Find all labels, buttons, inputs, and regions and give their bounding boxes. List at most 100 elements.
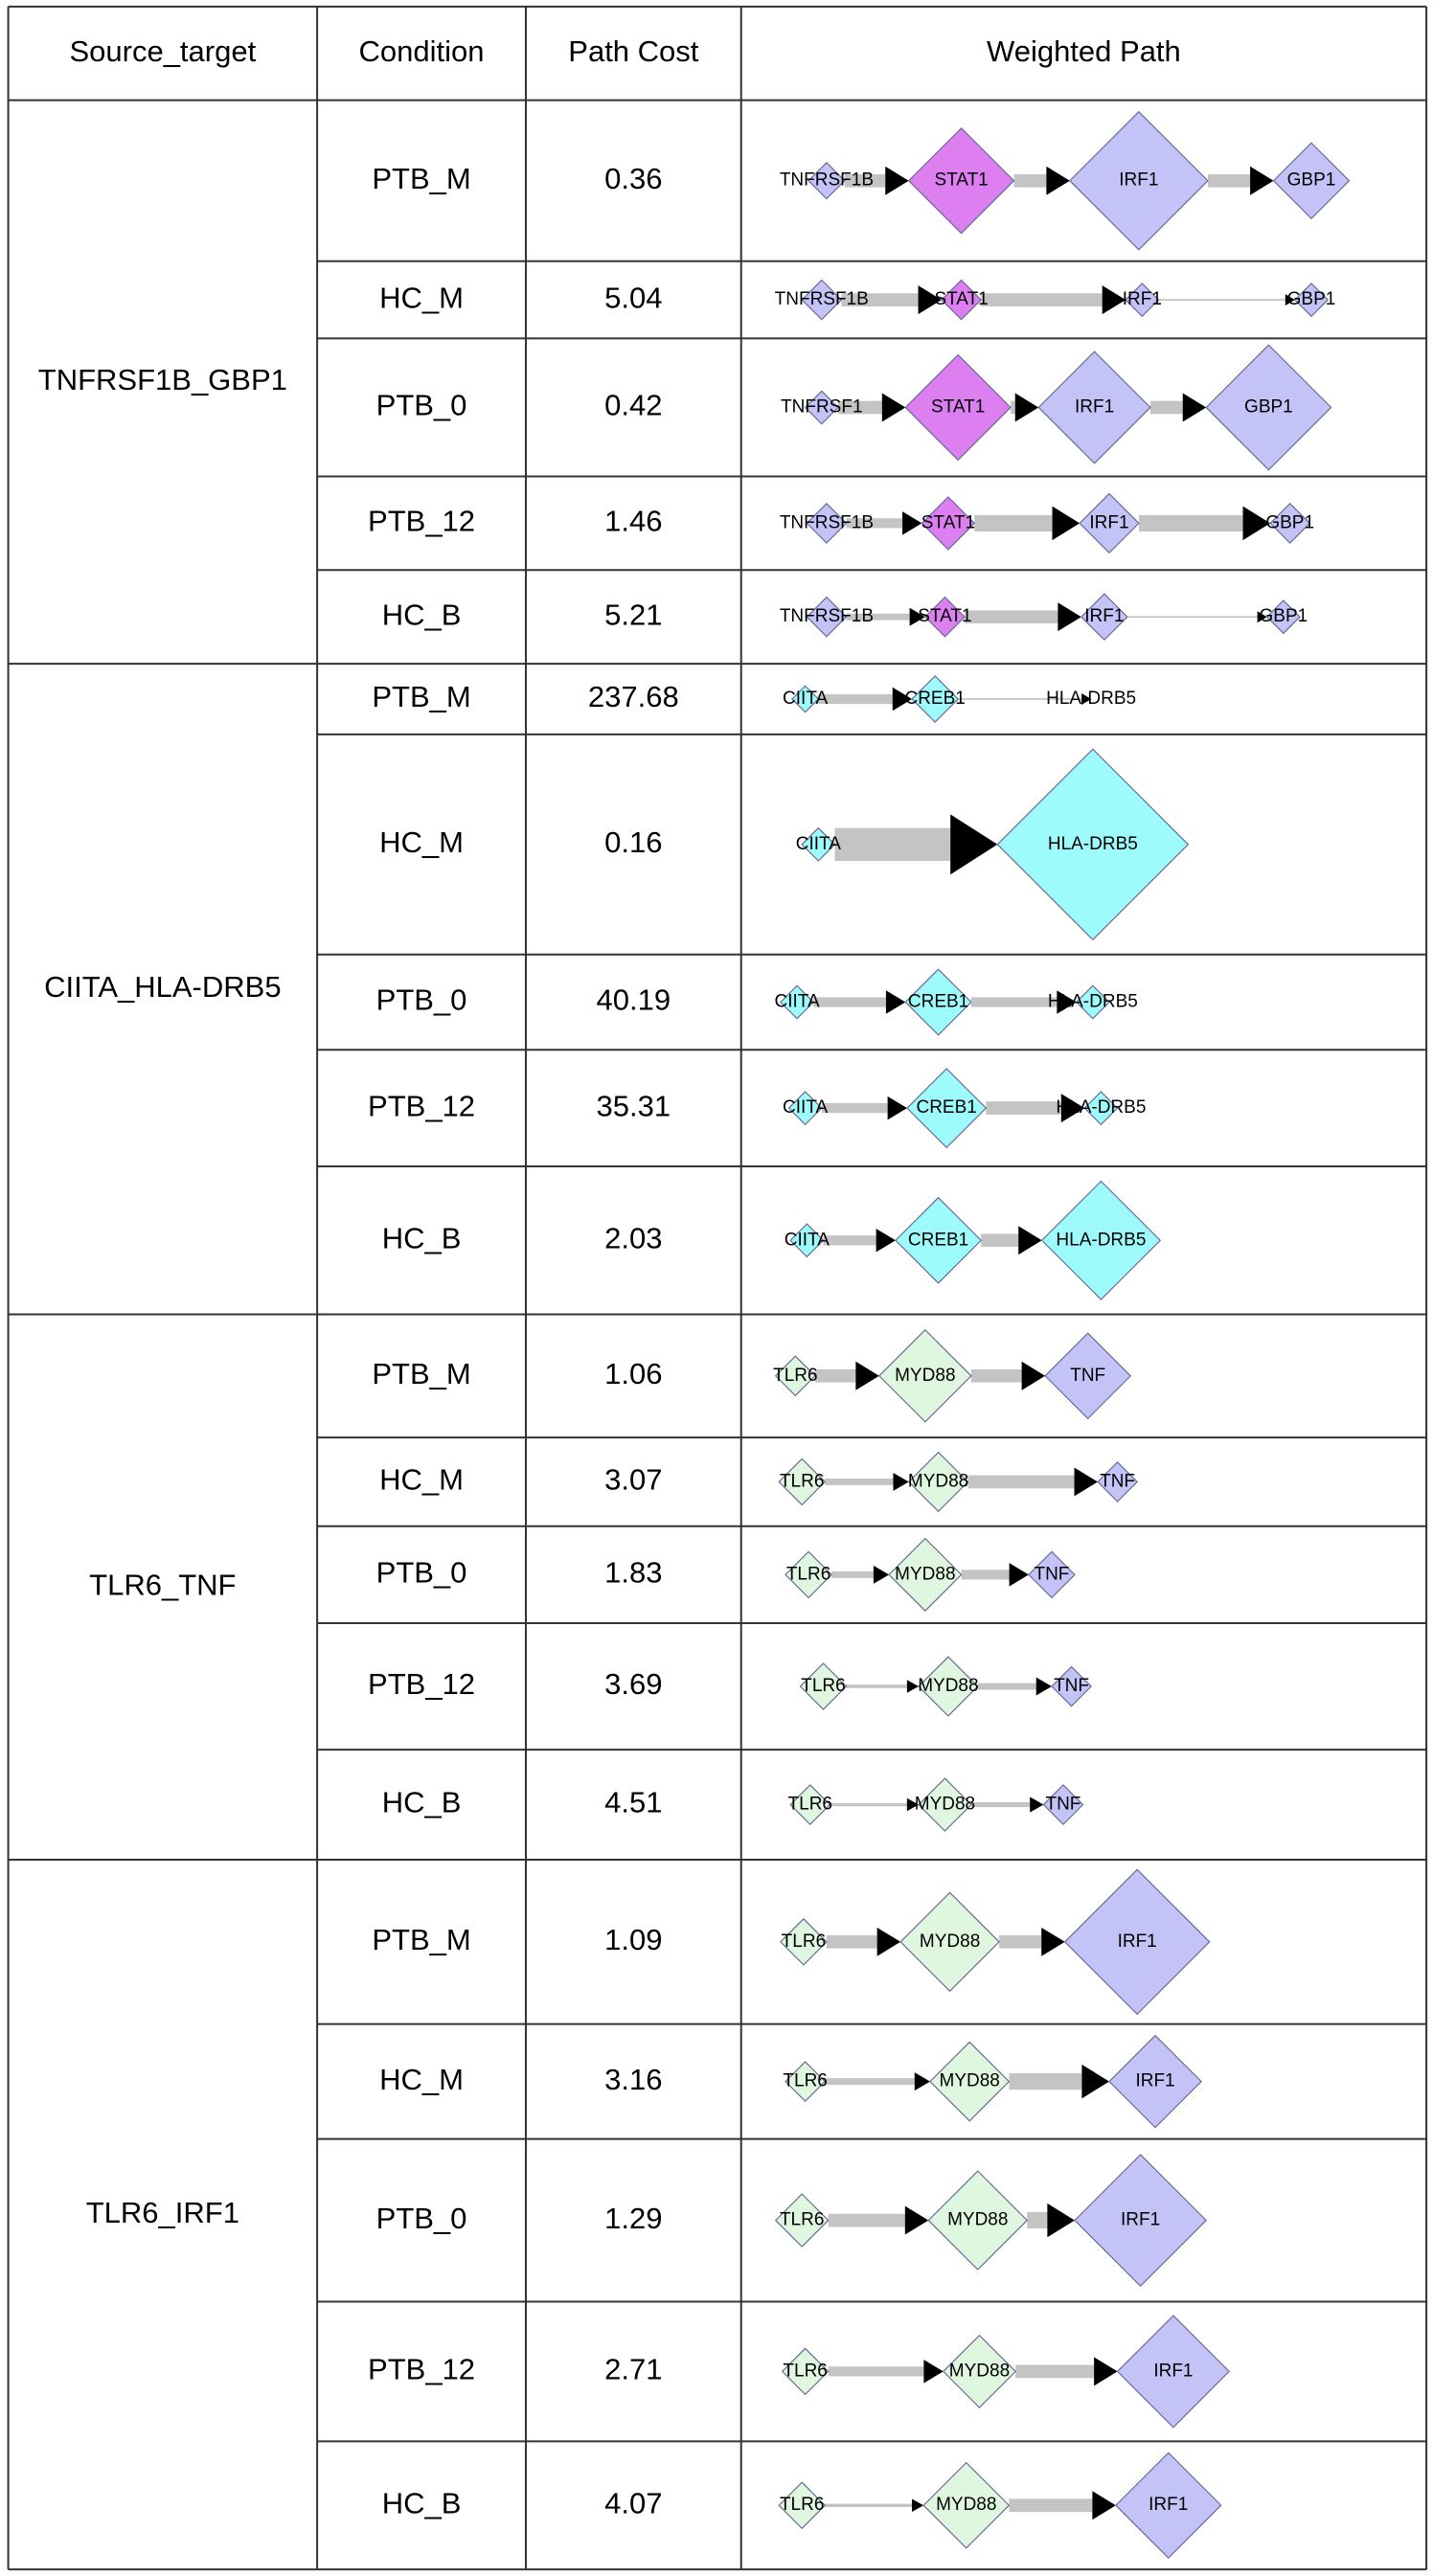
node-label: IRF1 <box>1123 289 1162 309</box>
node <box>941 279 983 321</box>
node <box>1037 350 1151 464</box>
node-label: MYD88 <box>908 1471 968 1491</box>
node-label: IRF1 <box>1084 606 1124 626</box>
node <box>904 353 1012 462</box>
node-label: STAT1 <box>934 289 988 309</box>
condition: PTB_M <box>372 162 470 195</box>
weighted-path: TNFRSF1B STAT1 IRF1 GBP1 <box>780 492 1314 554</box>
node-label: CIITA <box>783 1097 828 1118</box>
node <box>789 1223 825 1258</box>
node <box>918 1656 979 1717</box>
node <box>785 1550 832 1599</box>
weighted-path: TLR6 MYD88 TNF <box>773 1328 1132 1423</box>
node <box>778 2481 827 2530</box>
arrow-head <box>885 990 906 1014</box>
node-label: GBP1 <box>1287 289 1336 309</box>
node-label: MYD88 <box>947 2210 1008 2230</box>
arrow-head <box>1074 1467 1098 1497</box>
node-label: CREB1 <box>916 1097 976 1118</box>
path-cost: 0.16 <box>604 825 662 859</box>
node-label: TLR6 <box>782 1932 826 1952</box>
arrow-head <box>950 814 998 875</box>
node-label: GBP1 <box>1287 170 1336 191</box>
arrow-head <box>918 285 943 315</box>
condition: HC_M <box>379 825 464 859</box>
node <box>918 1777 972 1832</box>
arrow-head <box>1035 1677 1052 1696</box>
condition: PTB_12 <box>368 505 475 538</box>
weighted-path: TLR6 MYD88 TNF <box>778 1451 1139 1513</box>
arrow-head <box>1081 692 1092 705</box>
node-label: TNF <box>1100 1471 1135 1491</box>
node <box>1265 599 1301 635</box>
arrow-head <box>1102 285 1126 315</box>
path-cost: 5.21 <box>604 598 662 631</box>
arrow-head <box>1092 2491 1116 2520</box>
node <box>1044 1332 1132 1420</box>
node-label: IRF1 <box>1135 2071 1174 2091</box>
node <box>781 2347 830 2396</box>
path-cost: 237.68 <box>588 680 679 713</box>
node <box>1075 984 1110 1020</box>
arrow-head <box>1009 1563 1029 1587</box>
path-cost: 5.04 <box>604 281 662 314</box>
arrow-head <box>904 2205 929 2235</box>
condition: PTB_0 <box>376 1556 467 1590</box>
weighted-path: TLR6 MYD88 IRF1 <box>778 2452 1222 2559</box>
node <box>877 1328 972 1423</box>
weighted-path: TNFRSF1B STAT1 IRF1 GBP1 <box>780 593 1308 642</box>
path-cost: 1.09 <box>604 1923 662 1956</box>
node <box>888 1537 963 1612</box>
node <box>787 1091 823 1126</box>
node <box>1269 502 1311 544</box>
condition: HC_M <box>379 2063 464 2096</box>
node-label: STAT1 <box>934 170 988 191</box>
node-label: CIITA <box>774 992 819 1012</box>
weighted-path: TLR6 MYD88 TNF <box>785 1537 1076 1612</box>
node-label: TNFRSF1 <box>781 396 863 417</box>
node <box>1079 492 1140 554</box>
header-cell: Source_target <box>69 34 256 68</box>
node <box>1051 1665 1092 1707</box>
weighted-path: TLR6 MYD88 IRF1 <box>780 1868 1211 2016</box>
weighted-path: TLR6 MYD88 TNF <box>799 1656 1092 1717</box>
node <box>804 390 839 425</box>
node <box>904 968 972 1036</box>
node <box>789 1784 831 1825</box>
node <box>1068 110 1209 251</box>
node <box>780 1917 828 1966</box>
node-label: STAT1 <box>918 606 971 626</box>
node-label: TNFRSF1B <box>775 289 869 309</box>
node-label: TNF <box>1045 1795 1080 1815</box>
condition: PTB_0 <box>376 389 467 422</box>
condition: HC_B <box>382 598 462 631</box>
weighted-path: TNFRSF1B STAT1 IRF1 GBP1 <box>780 110 1351 251</box>
arrow-head <box>914 2072 931 2091</box>
arrow-head <box>1047 2203 1075 2238</box>
arrow-head <box>1052 506 1080 541</box>
condition: PTB_M <box>372 1923 470 1956</box>
node <box>1205 344 1332 471</box>
arrow-head <box>1041 1927 1065 1956</box>
path-cost: 0.36 <box>604 162 662 195</box>
node-label: HLA-DRB5 <box>1056 1230 1146 1250</box>
node-label: TNFRSF1B <box>780 170 874 191</box>
node-label: CREB1 <box>904 689 965 709</box>
node-label: TLR6 <box>788 1795 832 1815</box>
condition: PTB_12 <box>368 1089 475 1122</box>
node <box>1108 2034 1202 2129</box>
weighted-path: TLR6 MYD88 IRF1 <box>781 2315 1231 2429</box>
path-cost: 1.46 <box>604 505 662 538</box>
node <box>922 2461 1011 2549</box>
weighted-path: TNFRSF1 STAT1 IRF1 GBP1 <box>781 344 1332 471</box>
source-target: TLR6_TNF <box>89 1568 236 1601</box>
node <box>927 2170 1029 2271</box>
node <box>1097 1461 1139 1503</box>
node <box>907 1451 969 1513</box>
path-cost: 4.51 <box>604 1786 662 1819</box>
node-label: IRF1 <box>1149 2495 1188 2515</box>
node <box>791 685 820 713</box>
path-cost: 1.83 <box>604 1556 662 1590</box>
node <box>785 2061 827 2103</box>
node-label: MYD88 <box>895 1366 955 1386</box>
